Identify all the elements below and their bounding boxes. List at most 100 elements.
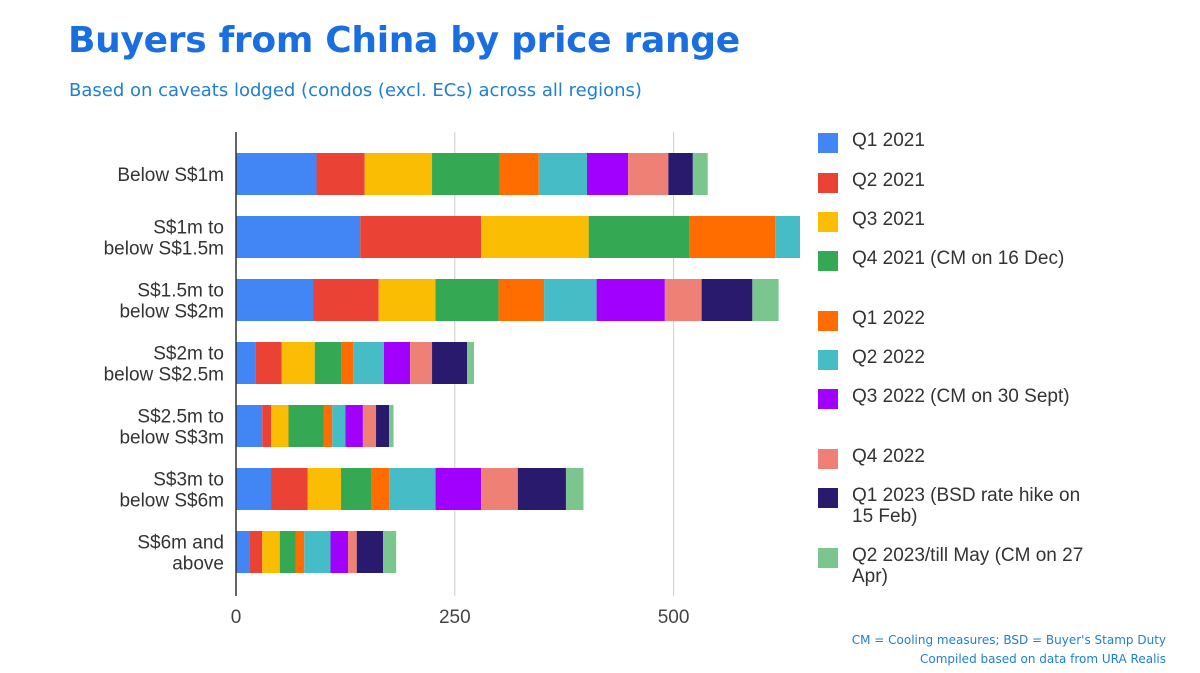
legend-swatch bbox=[818, 212, 838, 232]
legend-swatch bbox=[818, 133, 838, 153]
x-tick-label: 500 bbox=[658, 607, 690, 628]
category-label: S$3m to bbox=[153, 470, 224, 491]
legend-swatch bbox=[818, 389, 838, 409]
bar-segment bbox=[481, 468, 518, 510]
legend-item: Q2 2021 bbox=[818, 170, 1092, 193]
bar-segment bbox=[236, 279, 314, 321]
legend-item: Q1 2023 (BSD rate hike on 15 Feb) bbox=[818, 485, 1092, 527]
category-label: below S$2.5m bbox=[104, 365, 224, 386]
bar-segment bbox=[389, 405, 394, 447]
category-label: S$2m to bbox=[153, 344, 224, 365]
category-label: below S$2m bbox=[119, 302, 224, 323]
bar-segment bbox=[364, 153, 433, 195]
bar-segment bbox=[353, 342, 384, 384]
category-label: S$6m and bbox=[137, 533, 224, 554]
bar-segment bbox=[316, 153, 365, 195]
footnote-abbreviations: CM = Cooling measures; BSD = Buyer's Sta… bbox=[851, 633, 1166, 647]
bar-segment bbox=[249, 531, 263, 573]
bar-segment bbox=[588, 216, 690, 258]
bar-segment bbox=[517, 468, 566, 510]
bar-segment bbox=[313, 279, 379, 321]
legend-item: Q3 2022 (CM on 30 Sept) bbox=[818, 386, 1092, 409]
bar-segment bbox=[307, 468, 342, 510]
bar-segment bbox=[775, 216, 800, 258]
legend-label: Q4 2022 bbox=[852, 446, 925, 467]
bar-segment bbox=[435, 468, 482, 510]
bar-segment bbox=[279, 531, 296, 573]
legend-label: Q2 2022 bbox=[852, 347, 925, 368]
legend-label: Q1 2022 bbox=[852, 308, 925, 329]
bar-segment bbox=[271, 468, 308, 510]
legend-item: Q1 2021 bbox=[818, 130, 1092, 153]
legend-item: Q3 2021 bbox=[818, 209, 1092, 232]
bar-segment bbox=[304, 531, 331, 573]
bar-segment bbox=[371, 468, 390, 510]
chart-title: Buyers from China by price range bbox=[68, 20, 740, 61]
legend-label: Q2 2021 bbox=[852, 170, 925, 191]
category-label: Below S$1m bbox=[117, 165, 224, 186]
legend-label: Q3 2022 (CM on 30 Sept) bbox=[852, 386, 1070, 407]
bar-segment bbox=[499, 153, 539, 195]
bar-segment bbox=[701, 279, 753, 321]
bar-segment bbox=[348, 531, 357, 573]
bar-segment bbox=[565, 468, 584, 510]
legend-item: Q4 2021 (CM on 16 Dec) bbox=[818, 248, 1092, 271]
legend-item: Q2 2022 bbox=[818, 347, 1092, 370]
bar-segment bbox=[498, 279, 545, 321]
bar-segment bbox=[389, 468, 436, 510]
legend-label: Q2 2023/till May (CM on 27 Apr) bbox=[852, 545, 1084, 587]
bar-segment bbox=[692, 153, 708, 195]
bar-segment bbox=[383, 531, 397, 573]
bar-segment bbox=[330, 531, 349, 573]
category-label: S$1.5m to bbox=[137, 281, 224, 302]
footnote-source: Compiled based on data from URA Realis bbox=[919, 652, 1166, 666]
bar-segment bbox=[314, 342, 342, 384]
bar-chart: 025050075010001250Below S$1mS$1m tobelow… bbox=[104, 132, 800, 628]
bar-segment bbox=[236, 468, 272, 510]
bar-segment bbox=[236, 342, 256, 384]
bar-segment bbox=[586, 153, 629, 195]
category-label: above bbox=[172, 554, 224, 575]
category-label: S$2.5m to bbox=[137, 407, 224, 428]
x-tick-label: 0 bbox=[231, 607, 242, 628]
legend-swatch bbox=[818, 350, 838, 370]
legend-swatch bbox=[818, 311, 838, 331]
legend-item: Q1 2022 bbox=[818, 308, 1092, 331]
legend-label: Q1 2021 bbox=[852, 130, 925, 151]
bar-segment bbox=[596, 279, 665, 321]
bar-segment bbox=[432, 342, 468, 384]
bar-segment bbox=[432, 153, 500, 195]
legend-swatch bbox=[818, 173, 838, 193]
bar-segment bbox=[341, 468, 372, 510]
bar-segment bbox=[668, 153, 693, 195]
bar-segment bbox=[362, 405, 377, 447]
legend-label: Q3 2021 bbox=[852, 209, 925, 230]
bar-segment bbox=[236, 405, 263, 447]
bar-segment bbox=[410, 342, 433, 384]
legend-swatch bbox=[818, 548, 838, 568]
bar-segment bbox=[323, 405, 333, 447]
chart-subtitle: Based on caveats lodged (condos (excl. E… bbox=[69, 80, 642, 101]
category-label: below S$3m bbox=[119, 428, 224, 449]
bar-segment bbox=[538, 153, 587, 195]
bar-segment bbox=[332, 405, 346, 447]
bar-segment bbox=[345, 405, 363, 447]
bar-segment bbox=[341, 342, 354, 384]
bar-segment bbox=[236, 153, 317, 195]
bar-segment bbox=[356, 531, 384, 573]
legend-swatch bbox=[818, 449, 838, 469]
legend-item: Q4 2022 bbox=[818, 446, 1092, 469]
bar-segment bbox=[383, 342, 411, 384]
bar-segment bbox=[236, 531, 250, 573]
category-label: below S$1.5m bbox=[104, 239, 224, 260]
bar-segment bbox=[288, 405, 324, 447]
bar-segment bbox=[360, 216, 482, 258]
bar-segment bbox=[435, 279, 499, 321]
legend-swatch bbox=[818, 251, 838, 271]
bar-segment bbox=[689, 216, 776, 258]
legend-label: Q1 2023 (BSD rate hike on 15 Feb) bbox=[852, 485, 1081, 527]
category-label: S$1m to bbox=[153, 218, 224, 239]
bar-segment bbox=[378, 279, 436, 321]
bar-segment bbox=[752, 279, 779, 321]
legend-item: Q2 2023/till May (CM on 27 Apr) bbox=[818, 545, 1092, 587]
